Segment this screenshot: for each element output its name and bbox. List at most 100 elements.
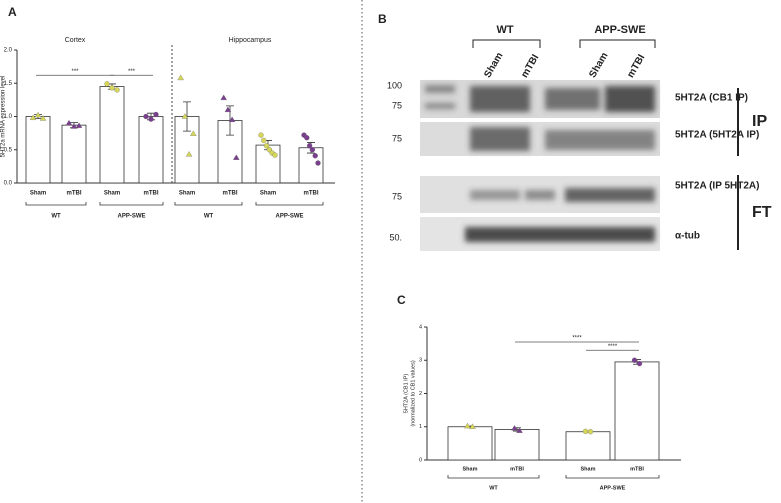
section-label: IP <box>752 113 767 130</box>
data-point <box>233 154 240 160</box>
y-axis-label: 5HT2A (CB1 IP) <box>403 374 409 414</box>
group-label: WT <box>204 214 214 220</box>
x-tick-label: mTBI <box>304 191 319 197</box>
bar <box>447 426 493 461</box>
data-point <box>104 81 110 87</box>
data-point <box>109 85 115 91</box>
x-tick-label: Sham <box>463 466 478 472</box>
y-tick-label: 1.0 <box>4 114 13 120</box>
mw-marker: 100 <box>387 80 402 90</box>
bar <box>614 361 660 461</box>
mw-marker: 50. <box>389 232 402 242</box>
y-axis-label: (normalized to CB1 values) <box>410 360 416 427</box>
data-point <box>315 160 321 166</box>
data-point <box>224 106 232 112</box>
y-tick-label: 0 <box>419 457 422 463</box>
x-tick-label: mTBI <box>144 191 159 197</box>
group-label: WT <box>489 485 498 491</box>
x-tick-label: mTBI <box>67 191 82 197</box>
data-point <box>65 119 73 126</box>
panel-label: B <box>378 12 387 26</box>
y-tick-label: 3 <box>419 358 422 364</box>
data-point <box>582 428 589 435</box>
group-bracket <box>447 475 540 479</box>
error-bar <box>183 101 191 132</box>
lane-label: mTBI <box>519 52 541 79</box>
data-point <box>306 143 313 149</box>
data-point <box>228 116 236 122</box>
data-point <box>181 113 189 119</box>
bar <box>99 86 125 184</box>
mw-marker: 75 <box>392 100 402 110</box>
group-bracket <box>25 202 87 206</box>
row-label: 5HT2A (5HT2A IP) <box>675 130 759 141</box>
group-bracket <box>255 202 324 206</box>
data-point <box>177 74 184 81</box>
data-point <box>309 147 316 153</box>
x-tick-label: Sham <box>104 191 120 197</box>
data-point <box>636 360 643 367</box>
row-label: α-tub <box>675 231 700 242</box>
panel-label: A <box>8 5 17 19</box>
data-point <box>261 137 267 144</box>
mw-marker: 75 <box>392 133 402 143</box>
y-tick-label: 0.0 <box>4 181 13 187</box>
x-tick-label: Sham <box>581 466 596 472</box>
x-tick-label: mTBI <box>510 466 524 472</box>
x-tick-label: Sham <box>30 191 46 197</box>
x-tick-label: mTBI <box>223 191 238 197</box>
significance-label: *** <box>128 69 136 75</box>
data-point <box>114 87 120 93</box>
section-label: FT <box>752 204 772 221</box>
row-label: 5HT2A (CB1 IP) <box>675 93 748 104</box>
group-bracket <box>99 202 164 206</box>
group-label: APP-SWE <box>600 485 626 491</box>
data-point <box>464 422 471 429</box>
y-axis-label: 5HT2a mRNA expression level <box>1 76 7 158</box>
y-tick-label: 2 <box>419 391 422 397</box>
blot-group-label: APP-SWE <box>594 24 645 36</box>
data-point <box>258 132 264 138</box>
data-point <box>587 429 594 435</box>
y-tick-label: 4 <box>419 324 422 330</box>
data-point <box>304 135 310 141</box>
significance-label: **** <box>608 344 618 350</box>
data-point <box>153 111 159 118</box>
data-point <box>511 425 518 431</box>
data-point <box>70 123 78 129</box>
y-tick-label: 0.5 <box>4 147 13 153</box>
data-point <box>263 143 270 149</box>
mw-marker: 75 <box>392 191 402 201</box>
bar <box>138 116 164 184</box>
group-bracket <box>565 475 660 479</box>
y-tick-label: 1 <box>419 424 422 430</box>
group-bracket <box>174 202 243 206</box>
blot-group-label: WT <box>496 24 513 36</box>
data-point <box>190 130 197 136</box>
lane-label: Sham <box>587 51 610 80</box>
y-tick-label: 1.5 <box>4 81 13 87</box>
bar <box>565 431 611 461</box>
section-title: Hippocampus <box>229 37 272 44</box>
blot-image <box>420 39 739 251</box>
data-point <box>39 115 47 121</box>
row-label: 5HT2A (IP 5HT2A) <box>675 181 759 192</box>
data-point <box>312 153 318 159</box>
data-point <box>75 122 83 128</box>
data-point <box>29 114 37 120</box>
bar <box>25 116 51 184</box>
y-tick-label: 2.0 <box>4 48 13 54</box>
data-point <box>220 94 227 101</box>
bar <box>494 429 540 461</box>
data-point <box>516 427 523 433</box>
group-label: APP-SWE <box>275 214 303 220</box>
significance-label: *** <box>71 69 79 75</box>
data-point <box>631 357 638 363</box>
bar <box>61 124 87 184</box>
significance-label: **** <box>572 336 582 342</box>
section-title: Cortex <box>65 37 86 44</box>
data-point <box>272 152 278 158</box>
data-point <box>185 151 193 157</box>
x-tick-label: mTBI <box>630 466 644 472</box>
